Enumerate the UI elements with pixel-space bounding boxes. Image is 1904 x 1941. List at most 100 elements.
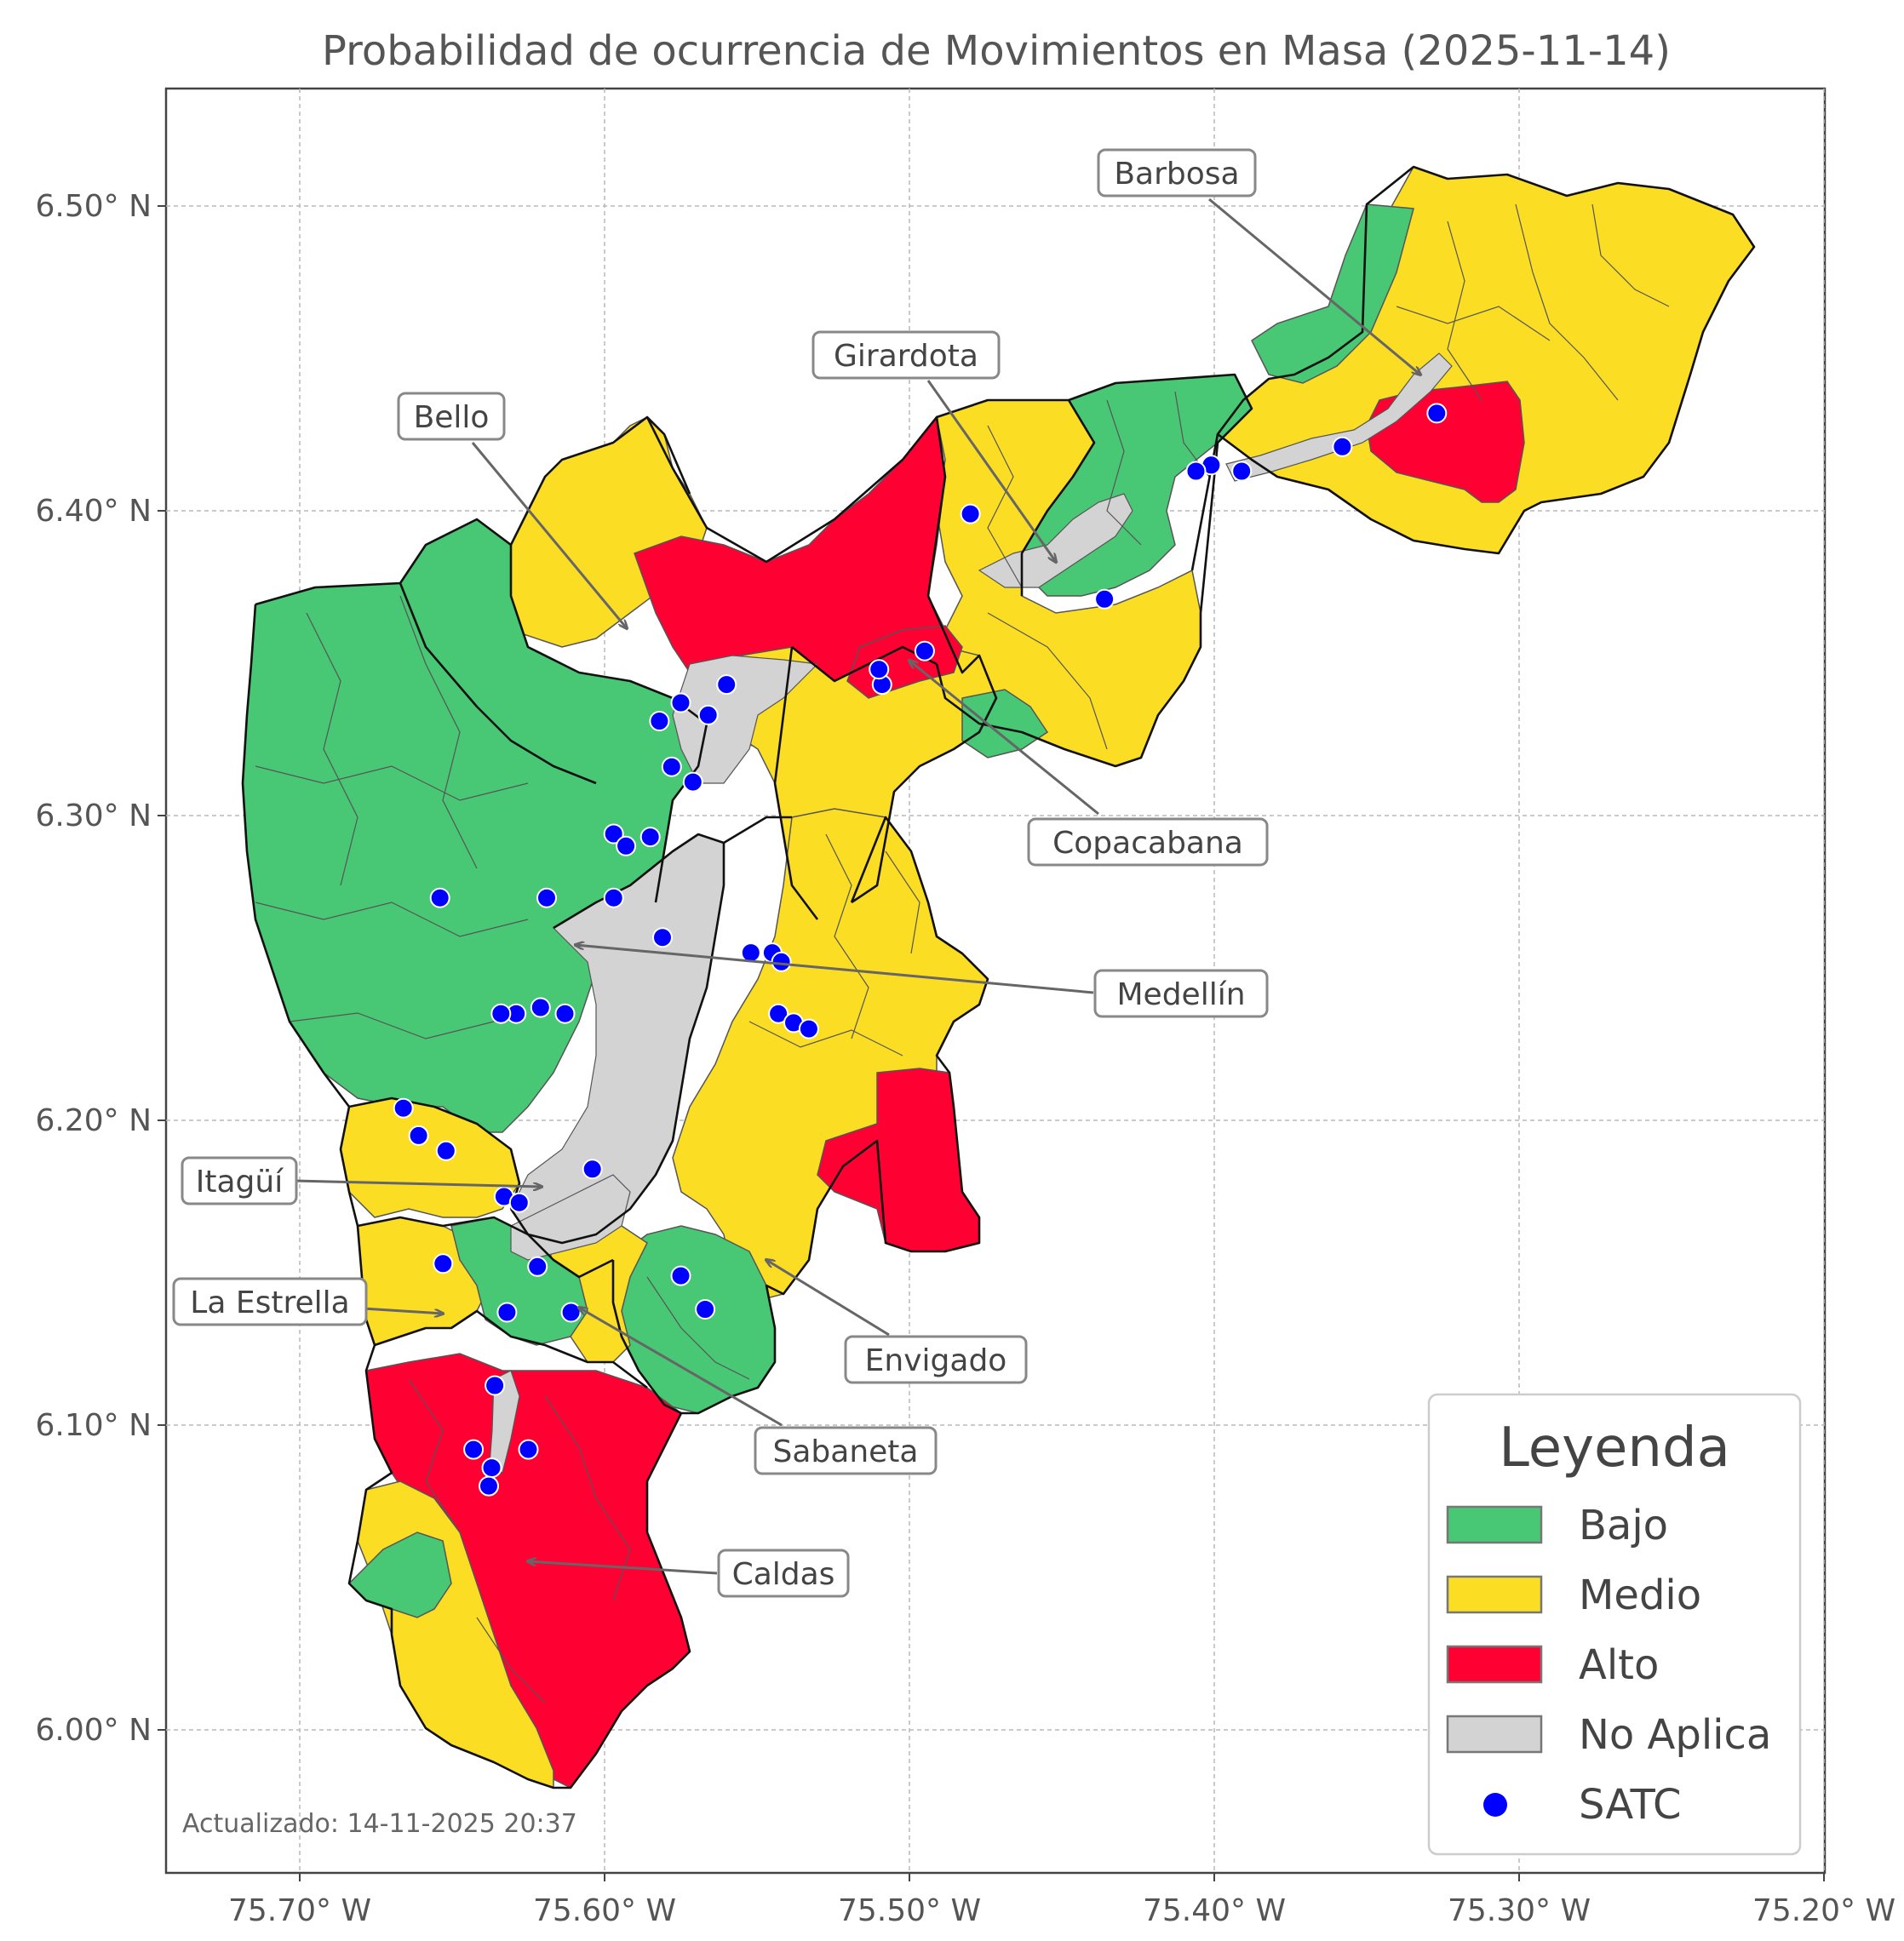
satc-station-dot[interactable] [670,692,691,713]
callout-box [1027,817,1269,867]
satc-station-dot[interactable] [716,674,737,696]
legend-dot [1483,1793,1507,1817]
callout-label: Medellín [1116,977,1245,1012]
x-tick-labels: 75.70° W 75.60° W 75.50° W 75.40° W 75.3… [228,1893,1895,1928]
legend-item-bajo: Bajo [1446,1502,1668,1549]
callout-arrow [926,380,1056,562]
callout-label: Caldas [732,1557,835,1592]
satc-station-dot[interactable] [518,1439,539,1460]
satc-station-dot[interactable] [649,711,670,731]
satc-station-dot[interactable] [670,1265,691,1286]
callout-medellin[interactable]: Medellín [576,945,1269,1018]
satc-station-dot[interactable] [603,887,624,908]
callout-sabaneta[interactable]: Sabaneta [579,1308,938,1475]
x-tick-label: 75.50° W [838,1893,981,1928]
y-tick-label: 6.30° N [35,799,152,833]
satc-station-dot[interactable] [408,1125,429,1146]
satc-station-dot[interactable] [682,771,703,793]
satc-station-dot[interactable] [697,704,719,725]
satc-station-dot[interactable] [768,1003,789,1024]
zone-noaplica-barbosa [1225,352,1453,482]
map-title: Probabilidad de ocurrencia de Movimiento… [322,27,1671,75]
satc-station-dot[interactable] [1094,588,1115,610]
satc-station-dot[interactable] [914,640,935,661]
callout-label: La Estrella [190,1285,349,1320]
satc-station-dot[interactable] [603,823,624,845]
satc-station-dot[interactable] [554,1003,576,1024]
satc-station-dot[interactable] [429,887,450,908]
satc-station-dot[interactable] [652,927,673,948]
callout-box [811,330,1001,380]
satc-station-dot[interactable] [508,1192,530,1213]
satc-station-dot[interactable] [481,1457,502,1479]
satc-station-dot[interactable] [960,503,981,524]
satc-station-dot[interactable] [527,1256,548,1277]
legend-label: SATC [1579,1781,1682,1829]
y-tick-label: 6.00° N [35,1713,152,1748]
satc-station-dot[interactable] [435,1140,456,1161]
callout-label: Itagüí [196,1165,284,1200]
legend-swatch [1446,1575,1543,1614]
satc-station-dot[interactable] [1231,461,1253,482]
satc-station-dot[interactable] [616,835,637,856]
callout-box [172,1277,368,1326]
callout-box [181,1156,298,1205]
callout-girardota[interactable]: Girardota [811,330,1056,562]
satc-station-dot[interactable] [479,1475,499,1497]
satc-station-dot[interactable] [1426,403,1448,424]
municipality-callouts: Barbosa Girardota Bello Copacabana Medel… [172,148,1420,1598]
callout-caldas[interactable]: Caldas [528,1549,850,1598]
callout-label: Envigado [865,1343,1007,1378]
callout-label: Barbosa [1114,157,1239,192]
x-tick-label: 75.30° W [1448,1893,1591,1928]
satc-station-dot[interactable] [661,756,682,777]
legend-item-satc: SATC [1483,1781,1682,1829]
satc-stations [393,403,1448,1497]
satc-station-dot[interactable] [393,1097,414,1119]
x-tick-label: 75.40° W [1143,1893,1286,1928]
callout-box [397,392,506,441]
legend-label: Bajo [1579,1502,1668,1549]
legend-swatch [1446,1505,1543,1544]
satc-station-dot[interactable] [771,951,792,972]
subdivision-lines [255,203,1670,1703]
satc-station-dot[interactable] [496,1302,518,1323]
y-tick-label: 6.20° N [35,1103,152,1138]
callout-arrow [294,1179,542,1187]
callout-box [717,1549,850,1598]
callout-arrow [362,1307,443,1314]
callout-copacabana[interactable]: Copacabana [909,661,1269,867]
satc-station-dot[interactable] [433,1253,454,1274]
satc-station-dot[interactable] [798,1018,819,1039]
satc-station-dot[interactable] [490,1003,512,1024]
satc-station-dot[interactable] [463,1439,485,1460]
satc-station-dot[interactable] [560,1302,582,1323]
callout-arrow [909,661,1099,816]
municipality-boundaries [241,165,1756,1789]
callout-arrow [576,945,1094,994]
satc-station-dot[interactable] [530,997,551,1018]
zone-bajo-barbosa [1251,203,1414,384]
zone-noaplica-caldas [489,1370,520,1474]
callout-barbosa[interactable]: Barbosa [1097,148,1420,375]
callout-bello[interactable]: Bello [397,392,627,628]
satc-station-dot[interactable] [582,1159,603,1180]
callout-itagui[interactable]: Itagüí [181,1156,542,1205]
satc-station-dot[interactable] [639,827,661,848]
updated-timestamp: Actualizado: 14-11-2025 20:37 [182,1809,577,1839]
satc-station-dot[interactable] [1332,436,1353,457]
callout-arrow [1208,198,1420,375]
satc-station-dot[interactable] [1185,461,1207,482]
callout-box [754,1426,938,1475]
callout-label: Copacabana [1052,826,1243,861]
callout-la-estrella[interactable]: La Estrella [172,1277,443,1326]
y-tick-label: 6.40° N [35,494,152,529]
legend-swatch [1446,1715,1543,1754]
satc-station-dot[interactable] [536,887,557,908]
satc-station-dot[interactable] [485,1375,506,1396]
satc-station-dot[interactable] [695,1299,716,1320]
satc-station-dot[interactable] [869,659,890,680]
callout-envigado[interactable]: Envigado [766,1260,1028,1384]
legend-label: Alto [1579,1641,1659,1689]
